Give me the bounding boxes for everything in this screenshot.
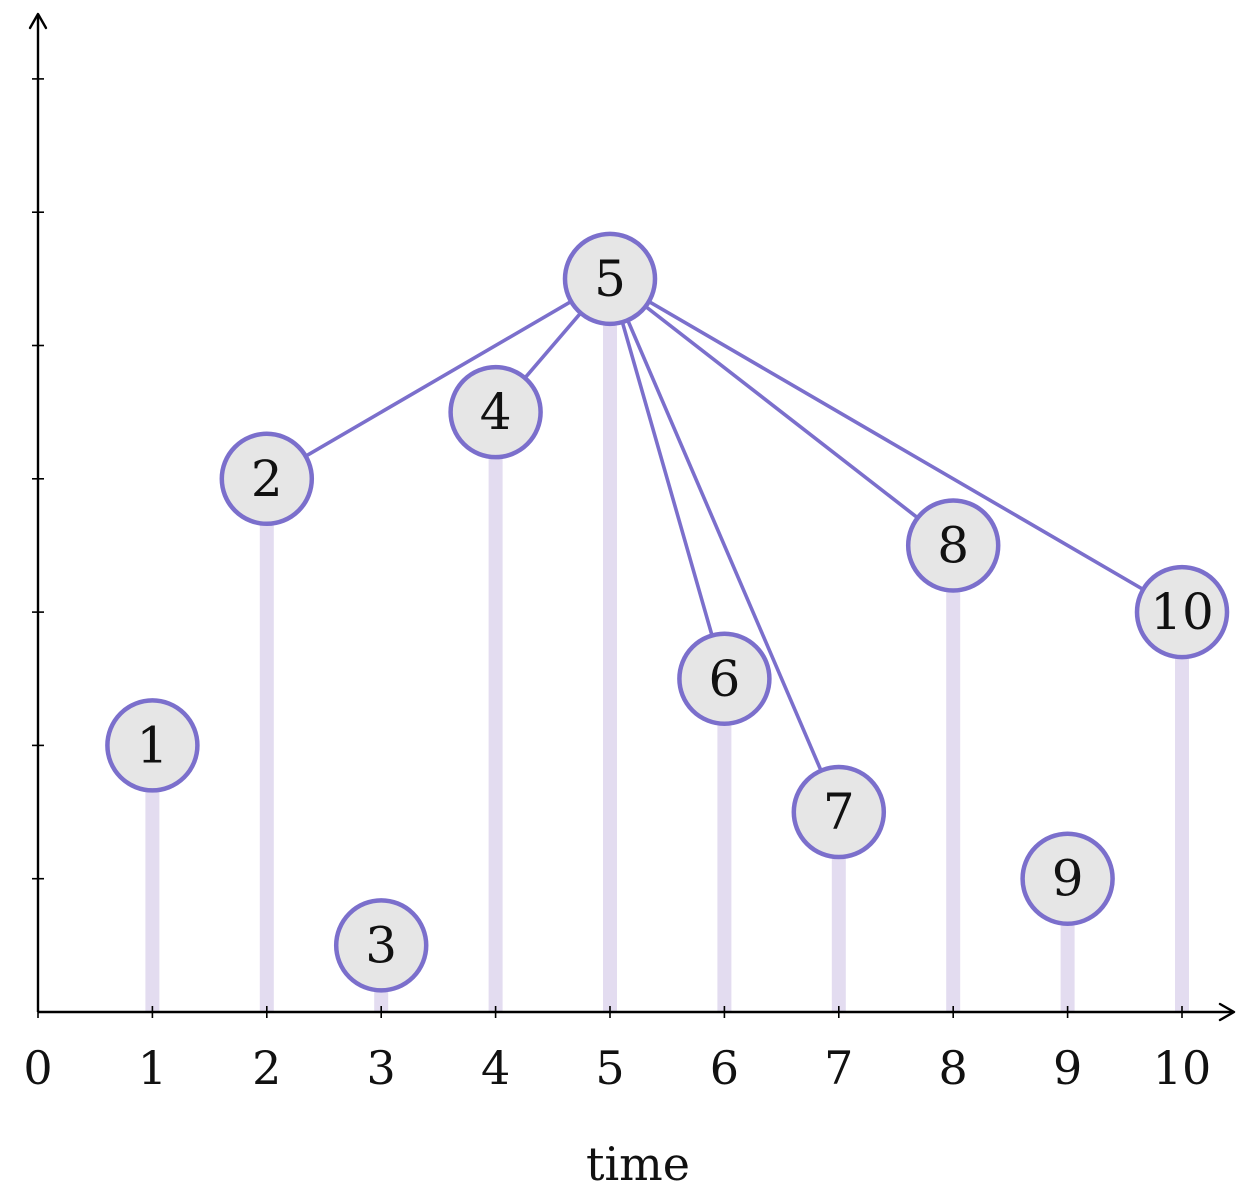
edge-5-8 (608, 277, 955, 547)
node-9: 9 (1020, 831, 1115, 926)
node-label: 4 (480, 383, 512, 441)
node-1: 1 (105, 698, 200, 793)
node-label: 5 (594, 250, 626, 308)
x-axis-arrow-icon (1218, 1002, 1236, 1022)
node-10: 10 (1134, 564, 1230, 660)
stems-layer (145, 278, 1189, 1012)
edge-5-6 (608, 278, 727, 680)
node-label: 9 (1052, 850, 1084, 908)
x-tick-label: 5 (595, 1041, 624, 1095)
node-circle (791, 764, 887, 860)
x-tick-label: 8 (939, 1041, 968, 1095)
node-circle (1134, 564, 1230, 660)
node-circle (1020, 831, 1115, 926)
node-3: 3 (333, 898, 429, 993)
node-circle (219, 431, 315, 527)
node-2: 2 (219, 431, 315, 527)
y-axis-arrow-icon (28, 12, 48, 30)
edge-5-2 (265, 277, 611, 481)
axes-layer (28, 12, 1236, 1022)
x-tick-label: 6 (710, 1041, 739, 1095)
x-tick-label: 10 (1153, 1041, 1212, 1095)
node-circle (333, 898, 429, 993)
x-tick-label: 7 (824, 1041, 853, 1095)
x-tick-label: 1 (138, 1041, 167, 1095)
node-5: 5 (562, 231, 658, 327)
node-6: 6 (677, 631, 772, 726)
node-label: 6 (708, 650, 740, 708)
node-circle (677, 631, 772, 726)
x-tick-label: 0 (23, 1041, 52, 1095)
node-8: 8 (905, 498, 1001, 593)
node-label: 8 (937, 516, 969, 574)
edges-layer (265, 277, 1183, 813)
node-4: 4 (448, 364, 543, 460)
node-label: 7 (823, 783, 855, 841)
x-axis-title: time (586, 1137, 690, 1191)
x-tick-label: 2 (252, 1041, 281, 1095)
ticks-layer: 0 1 2 3 4 5 6 7 8 9 10 (23, 78, 1212, 1095)
x-tick-label: 4 (481, 1041, 510, 1095)
x-tick-label: 9 (1053, 1041, 1082, 1095)
node-circle (905, 498, 1001, 593)
node-label: 2 (251, 450, 283, 508)
nodes-layer: 1 2 3 4 5 6 7 8 9 10 (105, 231, 1230, 993)
node-label: 1 (136, 716, 168, 774)
node-label: 10 (1150, 583, 1214, 641)
node-circle (562, 231, 658, 327)
node-label: 3 (365, 916, 397, 974)
edge-5-10 (609, 277, 1183, 614)
node-circle (448, 364, 543, 460)
node-circle (105, 698, 200, 793)
node-7: 7 (791, 764, 887, 860)
edge-5-7 (608, 278, 841, 813)
x-tick-label: 3 (367, 1041, 396, 1095)
